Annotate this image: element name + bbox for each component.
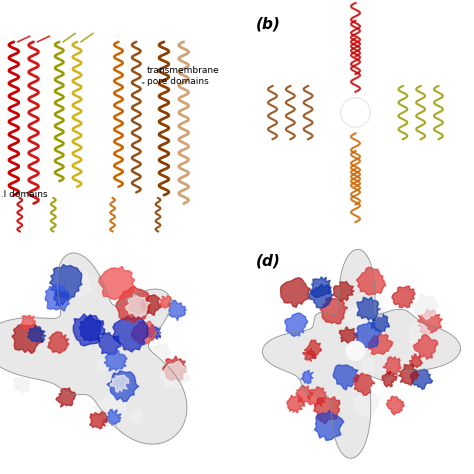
Polygon shape bbox=[131, 321, 157, 344]
Polygon shape bbox=[21, 316, 36, 331]
Polygon shape bbox=[382, 371, 397, 387]
Polygon shape bbox=[369, 305, 383, 319]
Polygon shape bbox=[418, 309, 442, 335]
Polygon shape bbox=[281, 278, 310, 307]
Polygon shape bbox=[79, 315, 105, 341]
Polygon shape bbox=[310, 277, 331, 298]
Polygon shape bbox=[141, 295, 161, 316]
Polygon shape bbox=[263, 249, 460, 458]
Polygon shape bbox=[414, 335, 438, 359]
Polygon shape bbox=[409, 354, 423, 368]
Polygon shape bbox=[56, 388, 75, 407]
Polygon shape bbox=[151, 342, 171, 362]
Polygon shape bbox=[302, 348, 316, 362]
Polygon shape bbox=[307, 387, 327, 407]
Polygon shape bbox=[14, 375, 31, 393]
Polygon shape bbox=[346, 341, 365, 360]
Polygon shape bbox=[314, 397, 340, 424]
Polygon shape bbox=[99, 266, 135, 300]
Polygon shape bbox=[357, 297, 380, 321]
Polygon shape bbox=[296, 385, 313, 403]
Polygon shape bbox=[98, 332, 121, 355]
Polygon shape bbox=[304, 340, 321, 358]
Polygon shape bbox=[46, 285, 71, 311]
Polygon shape bbox=[333, 365, 359, 390]
Polygon shape bbox=[354, 390, 379, 418]
Polygon shape bbox=[356, 267, 386, 295]
Polygon shape bbox=[27, 326, 46, 342]
Polygon shape bbox=[371, 313, 390, 333]
Polygon shape bbox=[355, 322, 380, 348]
Polygon shape bbox=[409, 322, 430, 345]
Polygon shape bbox=[48, 332, 69, 353]
Polygon shape bbox=[90, 411, 107, 428]
Polygon shape bbox=[383, 356, 401, 375]
Polygon shape bbox=[320, 298, 348, 324]
Polygon shape bbox=[301, 370, 313, 384]
Polygon shape bbox=[359, 358, 376, 374]
Text: ...l domains: ...l domains bbox=[0, 190, 48, 199]
Polygon shape bbox=[287, 395, 304, 413]
Polygon shape bbox=[334, 282, 354, 301]
Polygon shape bbox=[159, 296, 172, 309]
Polygon shape bbox=[345, 305, 367, 329]
Polygon shape bbox=[49, 264, 82, 298]
Polygon shape bbox=[64, 270, 91, 297]
Polygon shape bbox=[104, 350, 127, 371]
Polygon shape bbox=[54, 290, 70, 307]
Polygon shape bbox=[159, 361, 190, 389]
Polygon shape bbox=[95, 359, 109, 373]
Polygon shape bbox=[116, 286, 150, 323]
Polygon shape bbox=[368, 334, 392, 355]
Polygon shape bbox=[285, 313, 308, 337]
Polygon shape bbox=[168, 301, 186, 321]
Polygon shape bbox=[110, 375, 129, 392]
Polygon shape bbox=[386, 396, 404, 415]
Polygon shape bbox=[339, 327, 358, 344]
Polygon shape bbox=[315, 410, 344, 440]
Polygon shape bbox=[128, 409, 143, 424]
Polygon shape bbox=[398, 365, 419, 385]
Polygon shape bbox=[107, 371, 139, 401]
Polygon shape bbox=[413, 294, 439, 319]
Text: (b): (b) bbox=[256, 17, 281, 32]
Polygon shape bbox=[354, 373, 375, 395]
Polygon shape bbox=[309, 284, 333, 308]
Text: transmembrane
pore domains: transmembrane pore domains bbox=[147, 66, 219, 85]
Polygon shape bbox=[410, 369, 433, 389]
Polygon shape bbox=[73, 314, 101, 346]
Polygon shape bbox=[132, 318, 153, 339]
Polygon shape bbox=[392, 286, 415, 308]
Polygon shape bbox=[146, 325, 161, 340]
Text: (d): (d) bbox=[256, 254, 281, 269]
Polygon shape bbox=[12, 324, 43, 354]
Polygon shape bbox=[94, 394, 127, 425]
Polygon shape bbox=[0, 253, 187, 444]
Polygon shape bbox=[126, 294, 150, 317]
Polygon shape bbox=[106, 410, 121, 426]
Polygon shape bbox=[163, 356, 187, 381]
Polygon shape bbox=[113, 316, 148, 352]
